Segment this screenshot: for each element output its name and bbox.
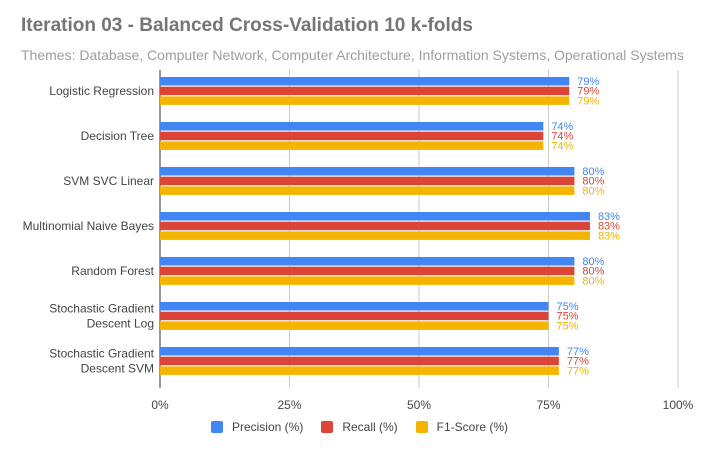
bar <box>160 186 575 195</box>
bar <box>160 266 575 276</box>
category-label: Stochastic Gradient <box>49 301 154 315</box>
x-tick-label: 75% <box>536 398 560 412</box>
category-label: Stochastic Gradient <box>49 346 154 360</box>
data-label: 74% <box>551 140 573 152</box>
bar <box>160 176 575 186</box>
data-label: 77% <box>567 356 589 368</box>
data-label: 80% <box>582 176 604 188</box>
bar <box>160 311 549 321</box>
legend-swatch <box>210 421 223 433</box>
data-label: 80% <box>582 266 604 278</box>
chart-subtitle: Themes: Database, Computer Network, Comp… <box>21 47 684 63</box>
data-label: 80% <box>582 166 604 178</box>
category-label: Decision Tree <box>81 129 155 143</box>
category-label: Multinomial Naive Bayes <box>23 219 154 233</box>
data-label: 74% <box>551 121 573 133</box>
data-label: 75% <box>557 311 579 323</box>
bar <box>160 141 544 150</box>
bar <box>160 231 590 240</box>
bar <box>160 257 575 266</box>
bar <box>160 321 549 330</box>
legend-label: Precision (%) <box>231 420 304 434</box>
data-label: 83% <box>598 230 620 242</box>
legend-item: Precision (%) <box>210 420 304 434</box>
x-tick-label: 50% <box>407 398 431 412</box>
data-label: 77% <box>567 365 589 377</box>
data-label: 77% <box>567 346 589 358</box>
data-label: 83% <box>598 221 620 233</box>
x-tick-label: 100% <box>663 398 694 412</box>
data-label: 80% <box>582 275 604 287</box>
bar <box>160 77 570 86</box>
legend-label: F1-Score (%) <box>436 420 509 434</box>
category-label: Logistic Regression <box>49 84 154 98</box>
bar <box>160 131 544 141</box>
data-label: 79% <box>577 86 599 98</box>
bar <box>160 212 590 221</box>
category-label: Descent Log <box>87 316 154 330</box>
bar <box>160 347 559 356</box>
legend-label: Recall (%) <box>342 420 398 434</box>
legend-swatch <box>321 421 334 433</box>
data-label: 75% <box>557 301 579 313</box>
legend-item: F1-Score (%) <box>415 420 509 434</box>
legend-swatch <box>415 421 428 433</box>
x-tick-label: 0% <box>151 398 169 412</box>
bar <box>160 366 559 375</box>
bar <box>160 122 544 131</box>
category-label: SVM SVC Linear <box>63 174 154 188</box>
chart-title: Iteration 03 - Balanced Cross-Validation… <box>21 15 473 36</box>
data-label: 83% <box>598 211 620 223</box>
bar <box>160 276 575 285</box>
data-label: 74% <box>551 131 573 143</box>
data-label: 75% <box>557 320 579 332</box>
legend-item: Recall (%) <box>321 420 398 434</box>
bar <box>160 221 590 231</box>
data-label: 79% <box>577 76 599 88</box>
bar <box>160 86 570 96</box>
data-label: 80% <box>582 185 604 197</box>
category-label: Descent SVM <box>81 361 154 375</box>
category-label: Random Forest <box>71 264 154 278</box>
bar <box>160 96 570 105</box>
data-label: 79% <box>577 95 599 107</box>
x-tick-label: 25% <box>277 398 301 412</box>
bar <box>160 167 575 176</box>
bar <box>160 302 549 311</box>
bar <box>160 356 559 366</box>
chart-legend: Precision (%) Recall (%) F1-Score (%) <box>0 420 719 436</box>
data-label: 80% <box>582 256 604 268</box>
